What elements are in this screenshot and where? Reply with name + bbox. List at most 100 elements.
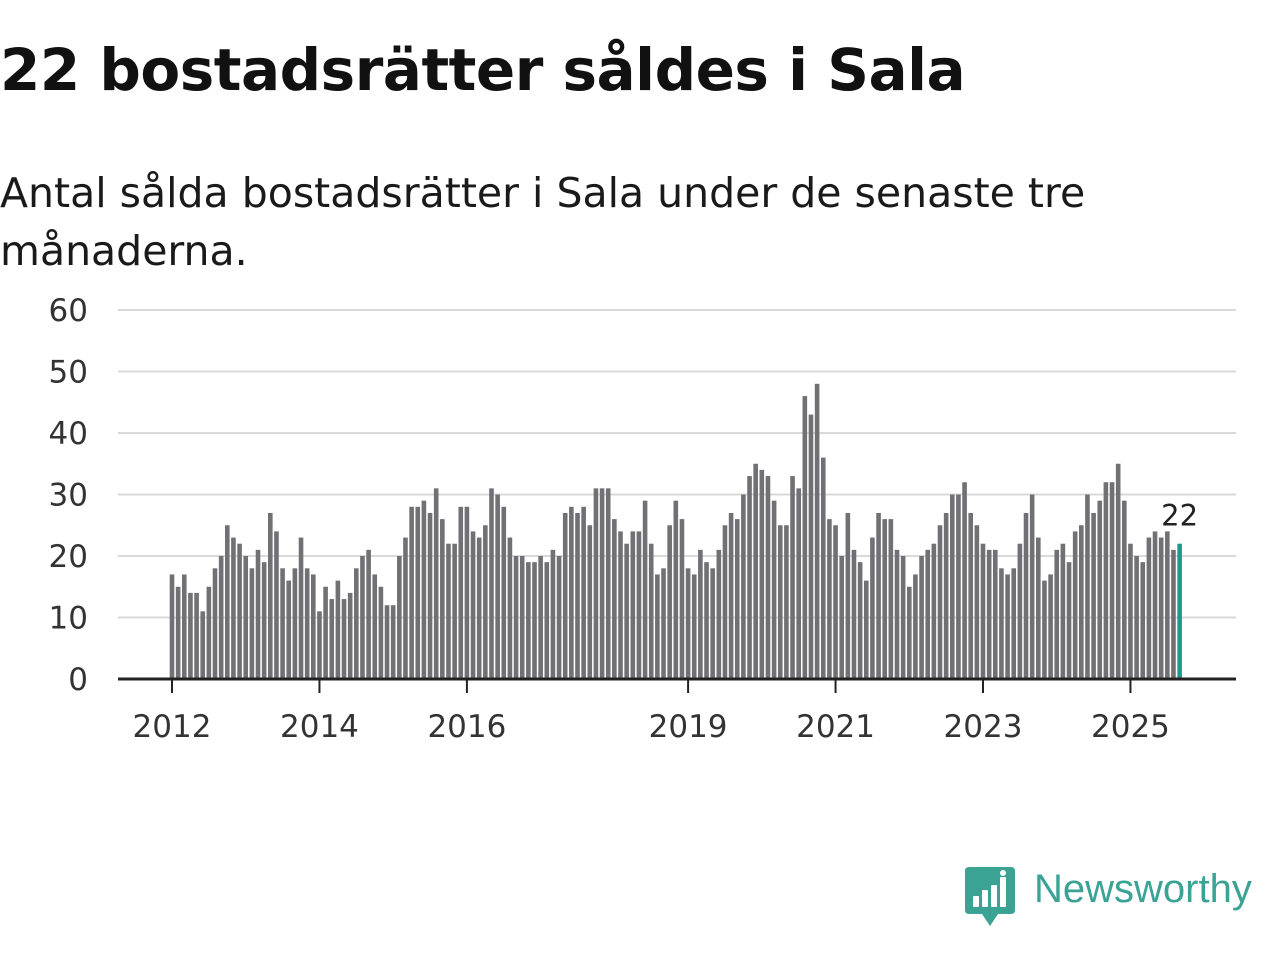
bar <box>1011 568 1017 679</box>
bar <box>237 543 242 679</box>
bar <box>1029 494 1035 679</box>
bar <box>335 580 341 679</box>
bar <box>403 537 408 679</box>
bar <box>550 549 556 679</box>
bar <box>931 543 937 679</box>
bar <box>458 506 464 679</box>
bar <box>624 543 629 679</box>
bar <box>679 519 685 679</box>
bar <box>224 525 230 679</box>
bar <box>814 383 820 679</box>
bar <box>691 574 697 679</box>
bar <box>212 568 218 679</box>
latest-value-label: 22 <box>1161 499 1198 533</box>
bar <box>999 568 1004 679</box>
bar <box>181 574 187 679</box>
bar <box>280 568 285 679</box>
bar <box>741 494 746 679</box>
bar <box>870 537 875 679</box>
bar <box>937 525 943 679</box>
bar <box>415 506 421 679</box>
bar <box>1097 500 1103 679</box>
bar <box>747 476 752 679</box>
bar <box>581 506 586 679</box>
bars <box>169 383 1182 679</box>
bar <box>906 586 912 679</box>
y-tick-label: 0 <box>68 662 88 698</box>
bar <box>476 537 482 679</box>
bar <box>200 611 206 679</box>
bar <box>956 494 961 679</box>
x-tick-label: 2016 <box>427 709 506 745</box>
bar <box>968 512 974 679</box>
bar <box>1158 537 1164 679</box>
bar <box>249 568 255 679</box>
bar <box>599 488 605 679</box>
bar <box>685 568 691 679</box>
bar <box>366 549 371 679</box>
y-tick-label: 50 <box>49 355 88 391</box>
bar <box>1054 549 1060 679</box>
x-tick-label: 2023 <box>944 709 1023 745</box>
x-tick-label: 2014 <box>280 709 359 745</box>
bar <box>673 500 679 679</box>
bar <box>261 562 267 679</box>
bar <box>1128 543 1133 679</box>
chart-subtitle: Antal sålda bostadsrätter i Sala under d… <box>0 169 1086 275</box>
chart-title: 22 bostadsrätter såldes i Sala <box>0 36 966 104</box>
bar <box>519 556 525 679</box>
bar <box>1103 482 1109 679</box>
bar <box>667 525 672 679</box>
y-tick-label: 60 <box>49 293 88 329</box>
bar <box>790 476 795 679</box>
bar <box>1115 463 1121 679</box>
bar <box>753 463 758 679</box>
bar <box>863 580 869 679</box>
bar <box>397 556 402 679</box>
bar <box>347 592 353 679</box>
bar <box>218 556 224 679</box>
bar <box>507 537 513 679</box>
bar <box>421 500 427 679</box>
bar <box>354 568 359 679</box>
bar <box>575 512 580 679</box>
bar <box>612 519 617 679</box>
bar <box>255 549 261 679</box>
bar <box>169 574 175 679</box>
bar <box>427 512 433 679</box>
bar <box>1091 512 1096 679</box>
bar <box>919 556 924 679</box>
bar <box>636 531 642 679</box>
y-axis-ticks: 0 10 20 30 40 50 60 <box>49 293 88 698</box>
bar <box>206 586 212 679</box>
bar <box>390 605 396 679</box>
bar <box>1165 531 1170 679</box>
bar <box>489 488 494 679</box>
bar <box>913 574 918 679</box>
bar <box>857 562 863 679</box>
bar <box>618 531 623 679</box>
x-tick-label: 2019 <box>649 709 728 745</box>
bar <box>1005 574 1010 679</box>
bar <box>532 562 537 679</box>
y-tick-label: 20 <box>49 539 88 575</box>
bar <box>562 512 568 679</box>
bar <box>501 506 507 679</box>
bar <box>1122 500 1127 679</box>
y-tick-label: 40 <box>49 416 88 452</box>
bar <box>587 525 593 679</box>
bar <box>513 556 519 679</box>
bar <box>925 549 931 679</box>
bar <box>1042 580 1047 679</box>
bar <box>194 592 199 679</box>
bar <box>704 562 709 679</box>
bar <box>323 586 328 679</box>
x-tick-label: 2021 <box>796 709 875 745</box>
bar <box>728 512 734 679</box>
bar <box>433 488 439 679</box>
bar <box>845 512 851 679</box>
bar <box>311 574 316 679</box>
bar <box>317 611 322 679</box>
bar <box>734 519 740 679</box>
